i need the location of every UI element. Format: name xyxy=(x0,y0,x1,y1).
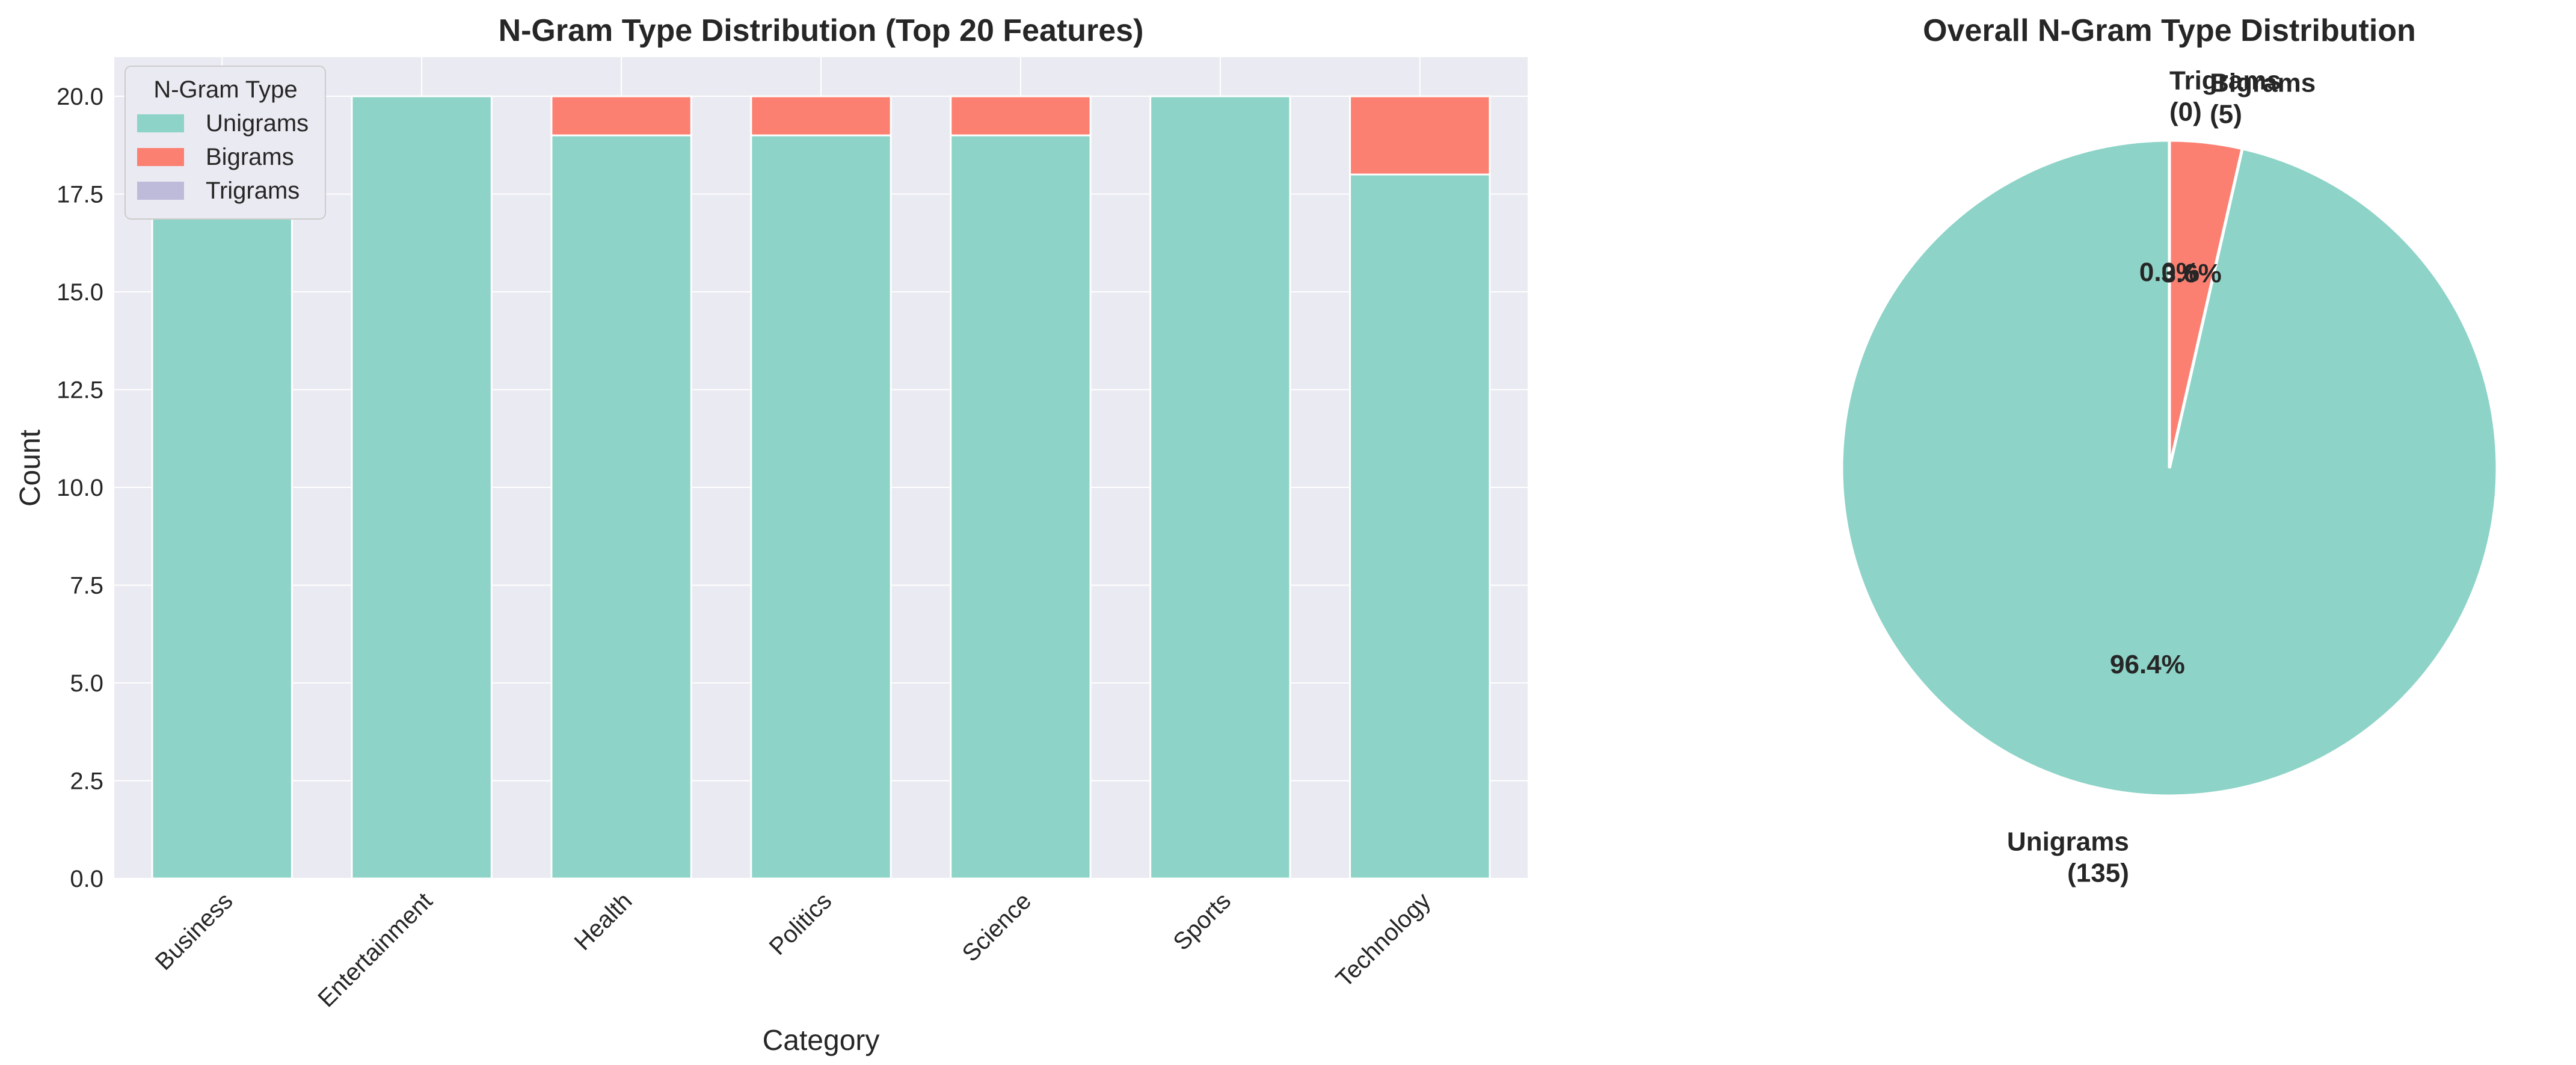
pie-count-label: (5) xyxy=(2210,99,2242,129)
y-tick-label: 15.0 xyxy=(57,279,103,306)
y-axis-label: Count xyxy=(14,430,46,507)
legend-title: N-Gram Type xyxy=(153,76,297,103)
bar-bigrams-politics xyxy=(750,95,892,137)
bars xyxy=(151,95,1491,880)
legend-swatch xyxy=(137,148,184,166)
pie-percent-label: 0.0% xyxy=(2139,258,2199,287)
y-tick-label: 12.5 xyxy=(57,377,103,404)
legend-label: Unigrams xyxy=(206,110,309,137)
y-tick-label: 0.0 xyxy=(70,866,103,892)
y-tick-label: 17.5 xyxy=(57,182,103,208)
pie-percent-label: 3.6% xyxy=(2161,259,2221,288)
x-tick-labels: Business Entertainment Health Politics Scien… xyxy=(150,887,1436,1012)
bar-unigrams-health xyxy=(550,134,692,880)
pie-name-label: Unigrams xyxy=(2007,827,2129,857)
bar-unigrams-science xyxy=(950,134,1092,880)
pie-slices xyxy=(1840,138,2499,798)
pie-name-label: Bigrams xyxy=(2210,68,2316,97)
x-tick-label: Business xyxy=(150,887,238,975)
y-tick-label: 10.0 xyxy=(57,475,103,501)
bar-unigrams-technology xyxy=(1349,173,1491,880)
legend-label: Bigrams xyxy=(206,144,294,170)
bar-bigrams-science xyxy=(950,95,1092,137)
pie-count-label: (0) xyxy=(2169,97,2202,127)
pie-chart-panel: Overall N-Gram Type Distribution 96.4% Un… xyxy=(1840,13,2499,888)
legend-label: Trigrams xyxy=(206,177,300,204)
pie-percent-label: 96.4% xyxy=(2110,650,2185,679)
y-tick-labels: 0.0 2.5 5.0 7.5 10.0 12.5 15.0 17.5 20.0 xyxy=(57,84,103,892)
x-tick-label: Politics xyxy=(764,887,837,960)
y-tick-label: 5.0 xyxy=(70,670,103,697)
bar-unigrams-entertainment xyxy=(351,95,493,880)
x-axis-label: Category xyxy=(763,1025,880,1057)
y-tick-label: 2.5 xyxy=(70,768,103,795)
legend-box xyxy=(124,66,326,220)
bar-bigrams-health xyxy=(550,95,692,137)
legend: N-Gram Type Unigrams Bigrams Trigrams xyxy=(124,66,326,220)
pie-name-label: Trigrams xyxy=(2169,66,2281,96)
bar-chart-panel: 0.0 2.5 5.0 7.5 10.0 12.5 15.0 17.5 20.0 Busines… xyxy=(14,13,1528,1057)
bar-bigrams-technology xyxy=(1349,95,1491,176)
pie-count-label: (135) xyxy=(2067,859,2129,888)
pie-labels: 96.4% Unigrams(135) 3.6% Bigrams(5) 0.0% Trig… xyxy=(2007,66,2316,888)
x-tick-label: Sports xyxy=(1168,887,1236,955)
pie-chart-title: Overall N-Gram Type Distribution xyxy=(1923,13,2416,48)
legend-swatch xyxy=(137,114,184,132)
bar-chart-title: N-Gram Type Distribution (Top 20 Feature… xyxy=(499,13,1144,48)
x-tick-label: Health xyxy=(570,887,638,955)
y-tick-label: 7.5 xyxy=(70,573,103,599)
y-tick-label: 20.0 xyxy=(57,84,103,110)
x-tick-label: Technology xyxy=(1331,887,1436,992)
legend-swatch xyxy=(137,182,184,200)
legend-items: Unigrams Bigrams Trigrams xyxy=(137,110,309,204)
x-tick-label: Entertainment xyxy=(313,887,437,1012)
bar-unigrams-sports xyxy=(1149,95,1291,880)
bar-unigrams-politics xyxy=(750,134,892,880)
x-tick-label: Science xyxy=(958,887,1037,967)
pie-slice-bigrams xyxy=(2168,138,2245,469)
